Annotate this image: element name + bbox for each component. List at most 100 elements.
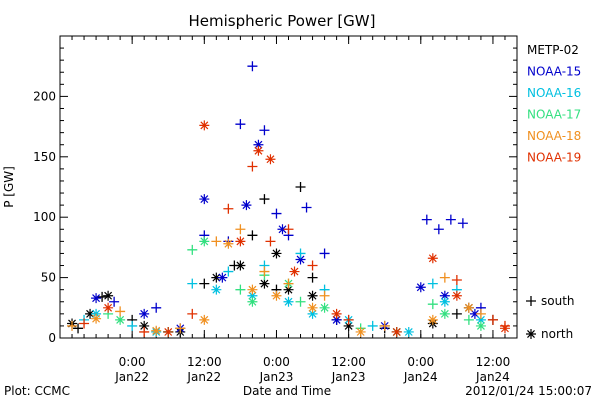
legend-entry: NOAA-15 [527, 65, 581, 79]
south-point [211, 236, 222, 247]
south-point [463, 314, 474, 325]
series-noaa-18 [67, 224, 486, 337]
y-axis: 0 50 100 150 200 [33, 47, 517, 345]
south-point [79, 318, 90, 329]
north-point [331, 308, 342, 319]
south-point [199, 278, 210, 289]
north-point [211, 272, 222, 283]
series-noaa-17 [103, 236, 486, 337]
north-point [115, 314, 126, 325]
north-point [343, 320, 354, 331]
south-point [487, 314, 498, 325]
x-tick-time-label: 12:00 [331, 355, 366, 369]
south-point [301, 202, 312, 213]
north-point [241, 200, 252, 211]
south-point [259, 194, 270, 205]
north-point [91, 313, 102, 324]
legend: METP-02 NOAA-15 NOAA-16 NOAA-17 NOAA-18 NOAA-… [527, 43, 581, 165]
north-point [283, 284, 294, 295]
south-point [259, 125, 270, 136]
north-point [223, 238, 234, 249]
north-point [253, 145, 264, 156]
south-point [433, 224, 444, 235]
x-tick-date-label: Jan24 [403, 370, 438, 384]
north-point [247, 284, 258, 295]
south-point [67, 320, 78, 331]
x-tick-date-label: Jan23 [331, 370, 366, 384]
x-tick-time-label: 12:00 [476, 355, 511, 369]
south-point [307, 260, 318, 271]
legend-plus-icon [526, 296, 536, 306]
north-point [439, 290, 450, 301]
north-point [235, 236, 246, 247]
north-point [295, 254, 306, 265]
north-point [151, 325, 162, 336]
south-point [427, 299, 438, 310]
north-point [439, 308, 450, 319]
south-point [427, 278, 438, 289]
south-point [235, 284, 246, 295]
south-point [307, 272, 318, 283]
x-tick-date-label: Jan23 [259, 370, 294, 384]
south-point [295, 296, 306, 307]
south-point [451, 308, 462, 319]
south-point [283, 278, 294, 289]
north-point [247, 296, 258, 307]
south-point [97, 291, 108, 302]
south-point [229, 260, 240, 271]
plot-credit: Plot: CCMC [4, 384, 70, 398]
north-point [199, 194, 210, 205]
symbol-legend-label: north [541, 327, 573, 341]
south-point [139, 326, 150, 337]
north-point [139, 308, 150, 319]
north-point [463, 302, 474, 313]
north-point [307, 302, 318, 313]
legend-star-icon [526, 329, 536, 339]
south-point [187, 244, 198, 255]
y-tick-label: 100 [33, 210, 56, 224]
north-point [163, 326, 174, 337]
south-point [283, 224, 294, 235]
south-point [319, 248, 330, 259]
south-point [295, 182, 306, 192]
south-point [223, 203, 234, 214]
chart-title: Hemispheric Power [GW] [189, 12, 376, 30]
north-point [319, 302, 330, 313]
north-point [265, 154, 276, 165]
legend-entry: NOAA-17 [527, 108, 581, 122]
south-point [73, 323, 84, 334]
north-point [91, 293, 102, 304]
north-point [247, 290, 258, 301]
north-point [415, 282, 426, 293]
south-point [247, 230, 258, 241]
x-tick-date-label: Jan22 [114, 370, 149, 384]
x-tick-time-label: 0:00 [119, 355, 146, 369]
south-point [223, 266, 234, 277]
north-point [271, 248, 282, 259]
south-point [109, 296, 120, 307]
north-point [475, 314, 486, 325]
series-noaa-16 [79, 248, 486, 337]
south-point [187, 308, 198, 319]
legend-entry: NOAA-16 [527, 86, 581, 100]
north-point [469, 308, 480, 319]
north-point [391, 326, 402, 337]
y-axis-label: P [GW] [2, 166, 16, 208]
south-point [439, 272, 450, 283]
data-points [67, 61, 510, 337]
south-point [475, 308, 486, 319]
north-point [289, 266, 300, 277]
south-point [235, 119, 246, 130]
north-point [355, 326, 366, 337]
north-point [253, 139, 264, 150]
north-point [211, 284, 222, 295]
x-tick-date-label: Jan24 [475, 370, 510, 384]
south-point [319, 290, 330, 301]
x-tick-time-label: 0:00 [407, 355, 434, 369]
south-point [499, 320, 510, 331]
south-point [421, 214, 432, 225]
north-point [439, 296, 450, 307]
north-point [235, 260, 246, 271]
legend-entry: METP-02 [527, 43, 579, 57]
